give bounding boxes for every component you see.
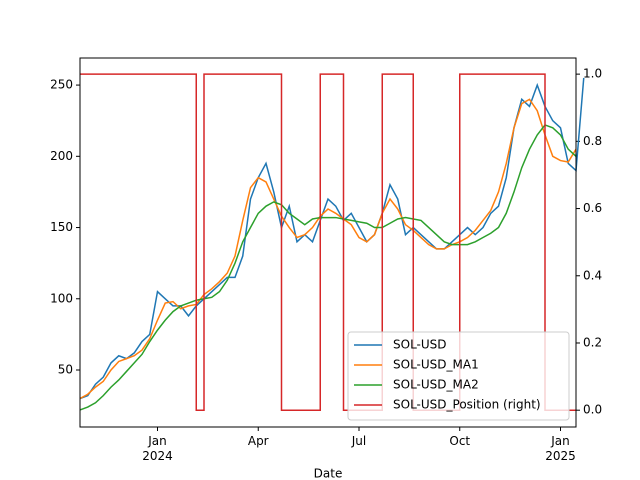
y2-tick-label: 0.6 (583, 201, 602, 215)
y-tick-label: 150 (50, 220, 73, 234)
legend-label: SOL-USD_MA2 (393, 378, 479, 392)
legend-label: SOL-USD_Position (right) (393, 398, 541, 412)
legend-label: SOL-USD (393, 338, 447, 352)
y-tick-label: 50 (58, 363, 73, 377)
y2-tick-label: 0.4 (583, 268, 602, 282)
series-line (79, 77, 585, 400)
series-line (80, 73, 576, 411)
y-tick-label: 100 (50, 291, 73, 305)
y2-tick-label: 0.2 (583, 335, 602, 349)
x-tick-label: Jul (351, 434, 367, 448)
legend-label: SOL-USD_MA1 (393, 358, 479, 372)
series-line (79, 124, 577, 411)
plot-frame (79, 57, 577, 428)
x-tick-label: Jan 2024 (142, 434, 173, 463)
x-tick-label: Apr (247, 434, 269, 448)
y2-tick-label: 0.8 (583, 134, 602, 148)
x-tick-label: Jan 2025 (545, 434, 576, 463)
series-line (79, 98, 577, 400)
x-tick-label: Oct (449, 434, 471, 448)
legend-box (347, 331, 570, 421)
y-tick-label: 200 (50, 149, 73, 163)
x-axis-label: Date (314, 467, 343, 480)
y2-tick-label: 1.0 (583, 67, 602, 81)
y2-tick-label: 0.0 (583, 403, 602, 417)
y-tick-label: 250 (50, 78, 73, 92)
